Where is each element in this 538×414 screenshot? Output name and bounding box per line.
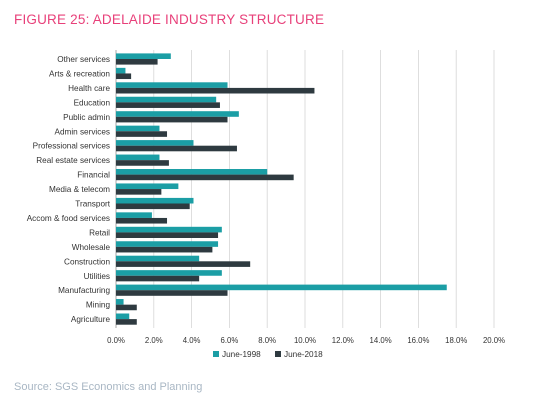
bar-june-2018	[116, 290, 228, 296]
bar-june-1998	[116, 140, 194, 146]
bar-june-1998	[116, 111, 239, 117]
bar-june-2018	[116, 275, 200, 282]
bar-june-1998	[116, 212, 152, 218]
bar-june-1998	[116, 255, 200, 262]
bar-june-2018	[116, 73, 132, 80]
bar-june-2018	[116, 102, 220, 108]
bar-june-2018	[116, 217, 168, 224]
source-note: Source: SGS Economics and Planning	[14, 381, 203, 393]
bar-june-1998	[116, 67, 126, 74]
category-label: Agriculture	[71, 315, 111, 324]
bar-june-1998	[116, 53, 171, 59]
bars	[116, 53, 447, 325]
category-labels: Other services Arts & recreation Health ca…	[27, 55, 111, 324]
x-tick-label: 18.0%	[445, 336, 467, 345]
bar-june-2018	[116, 160, 169, 166]
bar-june-1998	[116, 226, 222, 233]
bar-june-1998	[116, 96, 217, 103]
category-label: Professional services	[33, 142, 110, 151]
category-label: Accom & food services	[27, 214, 110, 223]
bar-june-1998	[116, 270, 222, 276]
bar-june-2018	[116, 174, 294, 181]
x-tick-label: 10.0%	[294, 336, 316, 345]
x-tick-label: 0.0%	[107, 336, 125, 345]
category-label: Public admin	[63, 113, 110, 122]
bar-june-2018	[116, 203, 190, 210]
category-label: Admin services	[54, 127, 110, 136]
bar-june-1998	[116, 169, 268, 175]
category-label: Real estate services	[36, 156, 110, 165]
figure-title: FIGURE 25: ADELAIDE INDUSTRY STRUCTURE	[14, 12, 325, 27]
category-label: Media & telecom	[49, 185, 110, 194]
bar-june-2018	[116, 319, 137, 325]
bar-june-1998	[116, 154, 160, 161]
bar-june-1998	[116, 82, 228, 88]
bar-june-2018	[116, 246, 213, 253]
bar-june-2018	[116, 131, 168, 137]
category-label: Health care	[68, 84, 110, 93]
x-tick-label: 16.0%	[407, 336, 429, 345]
bar-june-2018	[116, 59, 158, 65]
legend: June-1998 June-2018	[213, 350, 323, 359]
x-tick-label: 20.0%	[483, 336, 505, 345]
category-label: Other services	[57, 55, 110, 64]
category-label: Mining	[86, 301, 111, 310]
x-tick-label: 12.0%	[332, 336, 354, 345]
bar-june-2018	[116, 304, 137, 311]
bar-june-1998	[116, 183, 179, 190]
bar-june-1998	[116, 299, 124, 305]
bar-june-1998	[116, 197, 194, 204]
bar-june-2018	[116, 232, 219, 238]
category-label: Arts & recreation	[49, 69, 110, 78]
category-label: Manufacturing	[58, 286, 110, 295]
x-axis-ticks: 0.0% 2.0% 4.0% 6.0% 8.0% 10.0% 12.0% 14.0% 16.0%…	[107, 336, 505, 345]
category-label: Utilities	[84, 272, 110, 281]
category-label: Wholesale	[72, 243, 111, 252]
category-label: Education	[74, 98, 111, 107]
bar-june-1998	[116, 284, 447, 291]
legend-label: June-1998	[222, 350, 261, 359]
bar-june-2018	[116, 145, 237, 152]
category-label: Retail	[89, 228, 110, 237]
bar-june-2018	[116, 116, 228, 123]
x-tick-label: 2.0%	[145, 336, 163, 345]
bar-june-1998	[116, 125, 160, 132]
bar-june-2018	[116, 87, 315, 94]
category-label: Construction	[64, 257, 110, 266]
x-tick-label: 6.0%	[221, 336, 239, 345]
x-tick-label: 14.0%	[370, 336, 392, 345]
legend-swatch	[275, 351, 281, 357]
x-tick-label: 4.0%	[183, 336, 201, 345]
bar-june-1998	[116, 241, 219, 247]
bar-june-1998	[116, 313, 130, 320]
category-label: Transport	[75, 200, 110, 209]
legend-label: June-2018	[284, 350, 323, 359]
category-label: Financial	[77, 171, 110, 180]
bar-june-2018	[116, 261, 251, 267]
x-tick-label: 8.0%	[258, 336, 276, 345]
legend-swatch	[213, 351, 219, 357]
bar-june-2018	[116, 189, 162, 195]
